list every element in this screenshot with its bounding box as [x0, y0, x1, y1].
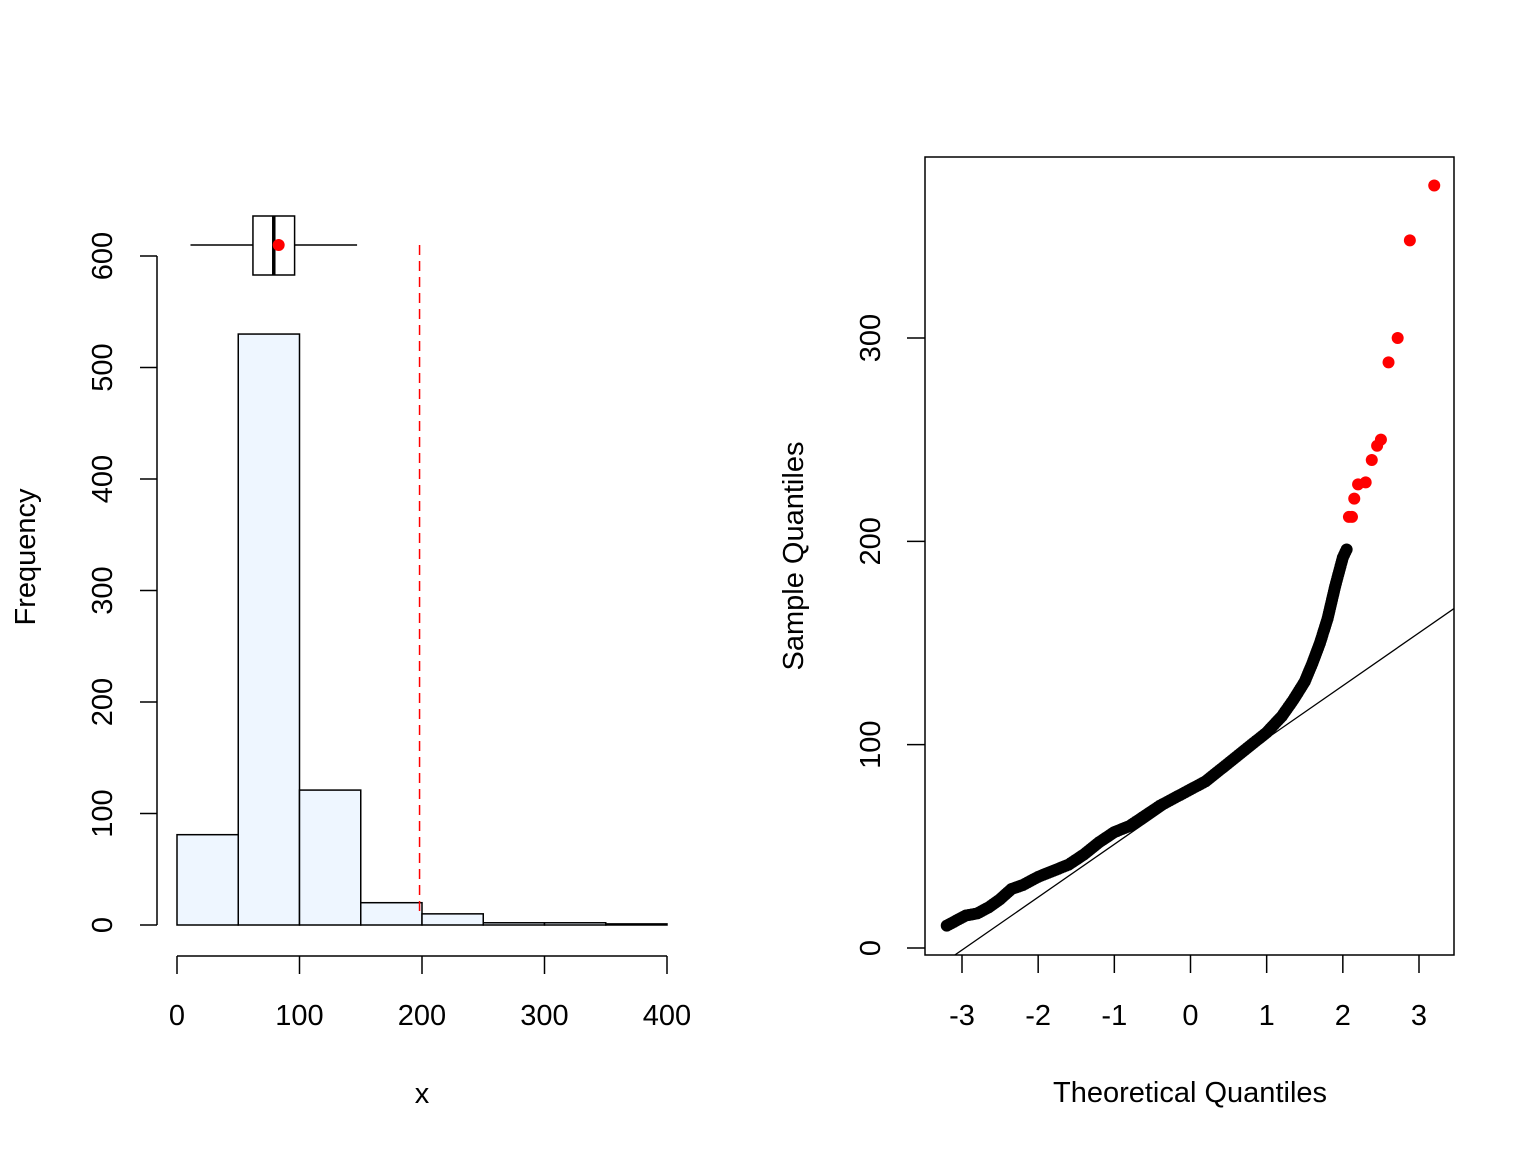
qq-x-tick-label-6: 3 — [1411, 1000, 1427, 1032]
qq-y-tick-label-2: 200 — [855, 517, 887, 565]
histogram-bar-7 — [605, 923, 668, 926]
qq-x-tick-label-1: -2 — [1025, 1000, 1051, 1032]
qq-x-tick-label-0: -3 — [949, 1000, 975, 1032]
histogram-x-tick-label-3: 300 — [520, 1000, 568, 1032]
qq-outlier-point-4 — [1359, 476, 1372, 489]
histogram-bar-3 — [360, 901, 423, 926]
histogram-y-tick-label-2: 200 — [87, 678, 119, 726]
qq-outlier-point-7 — [1374, 433, 1387, 446]
histogram-bar-2 — [298, 789, 362, 926]
histogram-y-tick-label-5: 500 — [87, 343, 119, 391]
qq-y-tick-label-1: 100 — [855, 720, 887, 768]
qq-point-210 — [1340, 543, 1353, 556]
qq-outlier-point-9 — [1391, 332, 1404, 344]
qq-outlier-point-8 — [1382, 356, 1395, 369]
histogram-bar-4 — [421, 913, 484, 926]
histogram-x-tick-label-0: 0 — [169, 1000, 185, 1032]
qq-outlier-point-10 — [1403, 234, 1416, 247]
histogram-y-tick-label-0: 0 — [87, 917, 119, 933]
histogram-y-tick-label-4: 400 — [87, 455, 119, 503]
histogram-panel: 0 100 200 300 400 500 600 0 100 200 300 400 — [87, 215, 691, 1032]
histogram-bar-6 — [543, 922, 607, 926]
histogram-y-tick-label-6: 600 — [87, 232, 119, 280]
histogram-bar-0 — [176, 833, 239, 926]
qq-x-tick-label-3: 0 — [1182, 1000, 1198, 1032]
qq-x-tick-label-4: 1 — [1259, 1000, 1275, 1032]
histogram-bar-1 — [237, 333, 301, 926]
qq-y-tick-label-3: 300 — [855, 314, 887, 362]
qq-x-tick-label-2: -1 — [1101, 1000, 1127, 1032]
qq-x-axis-title: Theoretical Quantiles — [1053, 1077, 1327, 1109]
qq-y-axis-title: Sample Quantiles — [778, 442, 810, 671]
qq-plot-frame — [924, 156, 1455, 956]
qq-outlier-point-2 — [1348, 492, 1361, 505]
qq-x-tick-label-5: 2 — [1335, 1000, 1351, 1032]
histogram-x-tick-label-2: 200 — [398, 1000, 446, 1032]
qq-outlier-point-11 — [1428, 179, 1441, 192]
histogram-bar-5 — [482, 922, 546, 926]
qq-outlier-point-5 — [1365, 454, 1378, 466]
histogram-x-tick-label-4: 400 — [643, 1000, 691, 1032]
histogram-y-axis-title: Frequency — [10, 488, 42, 626]
histogram-y-tick-label-3: 300 — [87, 566, 119, 614]
qq-plot-panel: -3 -2 -1 0 1 2 3 0 100 200 300 — [855, 156, 1455, 1032]
qq-y-tick-label-0: 0 — [855, 940, 887, 956]
histogram-y-tick-label-1: 100 — [87, 789, 119, 837]
qq-outlier-point-1 — [1345, 510, 1358, 523]
boxplot-mean-point — [272, 239, 285, 251]
histogram-x-axis-title: x — [415, 1078, 430, 1110]
histogram-x-tick-label-1: 100 — [275, 1000, 323, 1032]
